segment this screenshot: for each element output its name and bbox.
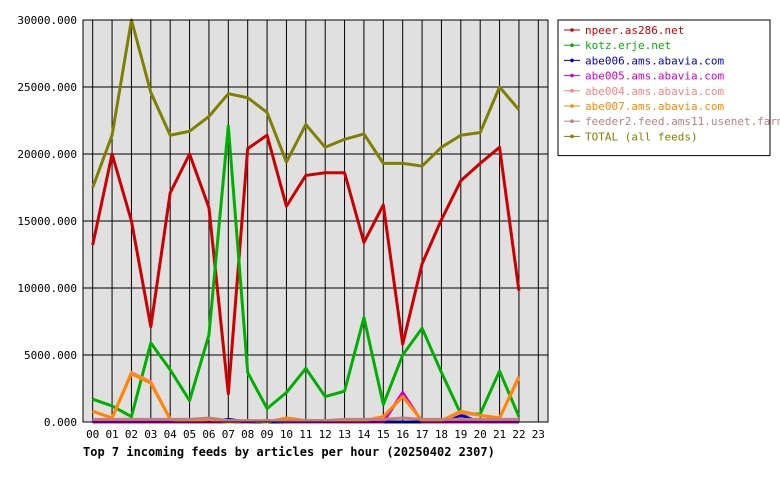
x-tick-label: 13 <box>338 428 351 441</box>
y-tick-label: 30000.000 <box>17 14 77 27</box>
x-tick-label: 17 <box>415 428 428 441</box>
legend-label: TOTAL (all feeds) <box>585 130 698 143</box>
x-tick-label: 09 <box>260 428 273 441</box>
legend: npeer.as286.net kotz.erje.net abe006.ams.a… <box>557 19 780 157</box>
x-axis-ticks: 00 01 02 03 04 05 06 07 08 09 10 11 12 13 14 15 16 17 18 19… <box>86 428 545 441</box>
x-tick-label: 01 <box>105 428 118 441</box>
legend-marker <box>570 134 574 139</box>
x-tick-label: 00 <box>86 428 99 441</box>
x-tick-label: 16 <box>396 428 409 441</box>
x-tick-label: 19 <box>454 428 467 441</box>
y-tick-label: 10000.000 <box>17 282 77 295</box>
legend-label: kotz.erje.net <box>585 39 671 52</box>
series-line <box>92 124 521 419</box>
x-tick-label: 21 <box>493 428 506 441</box>
legend-label: abe007.ams.abavia.com <box>585 100 724 113</box>
x-tick-label: 12 <box>319 428 332 441</box>
x-tick-label: 06 <box>202 428 215 441</box>
legend-label: feeder2.feed.ams11.usenet.farm <box>585 115 780 128</box>
y-tick-label: 25000.000 <box>17 81 77 94</box>
grid-lines <box>83 19 548 423</box>
x-tick-label: 02 <box>125 428 138 441</box>
legend-marker <box>570 43 574 47</box>
x-tick-label: 23 <box>532 428 545 441</box>
legend-label: abe004.ams.abavia.com <box>585 85 724 98</box>
legend-marker <box>570 73 574 78</box>
x-tick-label: 10 <box>280 428 293 441</box>
legend-marker <box>570 104 574 108</box>
x-tick-label: 20 <box>474 428 487 441</box>
x-tick-label: 22 <box>512 428 525 441</box>
x-tick-label: 03 <box>144 428 157 441</box>
x-tick-label: 07 <box>222 428 235 441</box>
y-tick-label: 0.000 <box>44 416 77 429</box>
legend-marker <box>570 89 574 93</box>
legend-marker <box>570 119 574 123</box>
legend-label: abe005.ams.abavia.com <box>585 70 724 83</box>
legend-label: npeer.as286.net <box>585 24 684 37</box>
y-tick-label: 20000.000 <box>17 148 77 161</box>
series-line <box>91 18 521 189</box>
x-tick-label: 08 <box>241 428 254 441</box>
plot-frame <box>82 19 549 423</box>
x-tick-label: 18 <box>435 428 448 441</box>
legend-marker <box>570 28 574 32</box>
x-tick-label: 05 <box>183 428 196 441</box>
x-tick-label: 04 <box>164 428 178 441</box>
legend-label: abe006.ams.abavia.com <box>585 54 724 67</box>
x-tick-label: 15 <box>377 428 390 441</box>
legend-box <box>557 19 771 157</box>
x-tick-label: 14 <box>357 428 371 441</box>
x-tick-label: 11 <box>299 428 312 441</box>
series-line <box>92 416 519 423</box>
chart-title: Top 7 incoming feeds by articles per hou… <box>83 445 495 459</box>
y-tick-label: 15000.000 <box>17 215 77 228</box>
y-axis-ticks: 0.000 5000.000 10000.000 15000.000 20000.000… <box>17 14 77 429</box>
legend-marker <box>570 58 574 63</box>
series-line <box>91 133 521 396</box>
y-tick-label: 5000.000 <box>24 349 77 362</box>
